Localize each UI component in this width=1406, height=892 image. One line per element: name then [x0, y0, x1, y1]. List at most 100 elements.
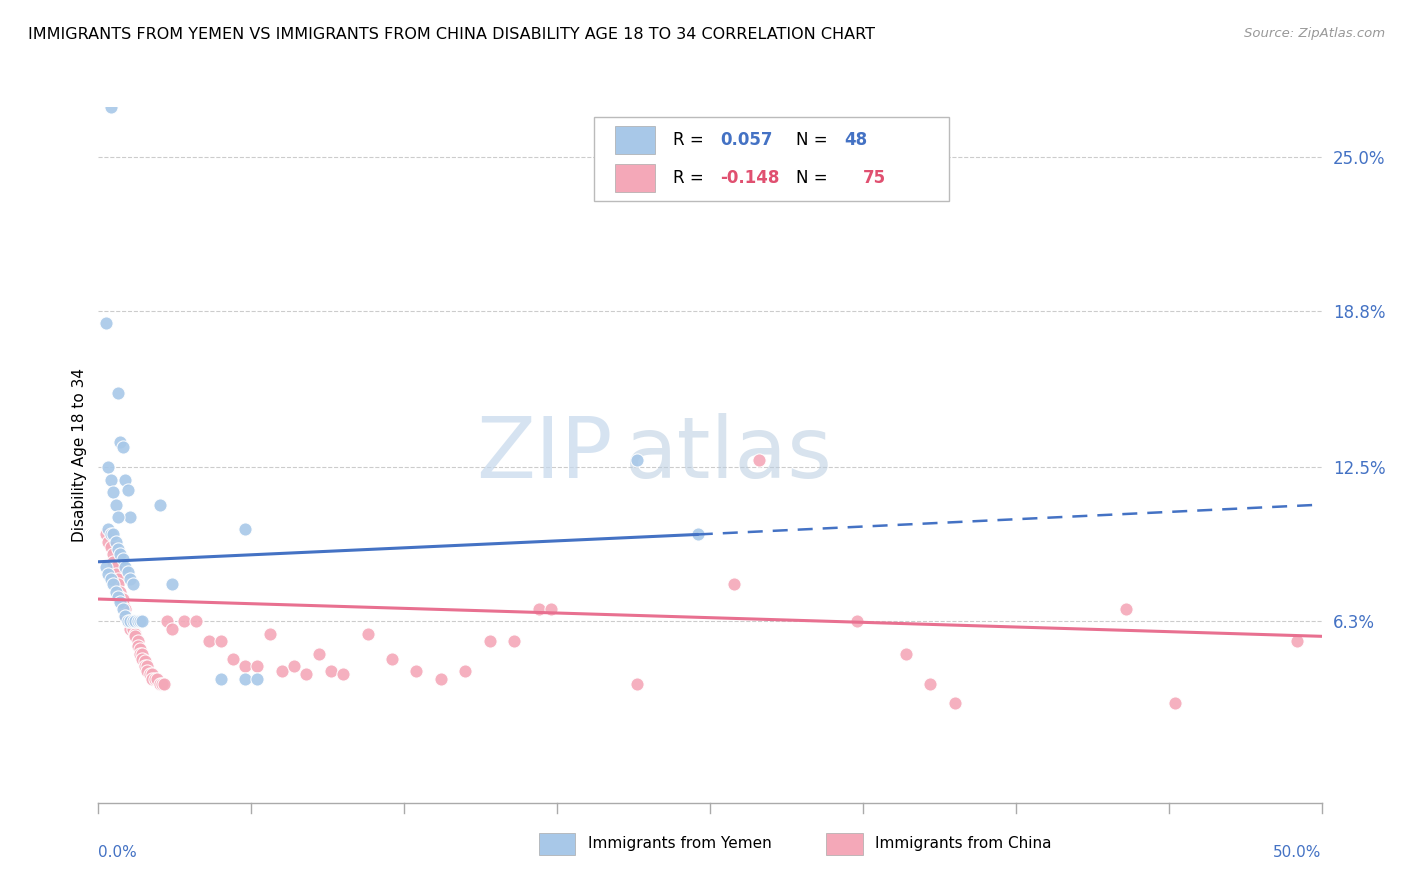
- Point: [100, 527, 122, 541]
- Point: [111, 602, 134, 616]
- Point: [209, 634, 232, 648]
- Point: [120, 510, 142, 524]
- Point: [920, 676, 942, 690]
- Point: [121, 615, 143, 629]
- Point: [107, 510, 129, 524]
- Point: [129, 641, 152, 656]
- Point: [101, 485, 124, 500]
- Point: [104, 534, 127, 549]
- Text: ZIP: ZIP: [475, 413, 612, 497]
- Point: [1164, 697, 1187, 711]
- Point: [131, 651, 153, 665]
- Point: [160, 577, 183, 591]
- Point: [131, 647, 153, 661]
- Point: [117, 615, 139, 629]
- Point: [129, 647, 152, 661]
- Point: [943, 697, 966, 711]
- Text: 0.0%: 0.0%: [98, 845, 138, 860]
- Point: [120, 622, 142, 636]
- Point: [150, 676, 173, 690]
- Text: R =: R =: [673, 131, 710, 149]
- Point: [173, 615, 195, 629]
- Point: [101, 547, 124, 561]
- Point: [186, 615, 208, 629]
- Point: [259, 627, 281, 641]
- Point: [114, 559, 136, 574]
- Point: [381, 651, 404, 665]
- Point: [111, 592, 134, 607]
- Point: [295, 666, 318, 681]
- Point: [111, 597, 134, 611]
- Point: [107, 385, 129, 400]
- Text: 0.057: 0.057: [720, 131, 772, 149]
- Point: [1286, 634, 1309, 648]
- Point: [121, 615, 143, 629]
- Point: [1115, 602, 1137, 616]
- Point: [97, 523, 120, 537]
- Point: [283, 659, 305, 673]
- Point: [478, 634, 501, 648]
- Text: Immigrants from China: Immigrants from China: [875, 837, 1052, 851]
- Point: [527, 602, 550, 616]
- Point: [197, 634, 219, 648]
- Point: [94, 316, 117, 330]
- Point: [100, 540, 122, 554]
- Point: [117, 565, 139, 579]
- Text: Source: ZipAtlas.com: Source: ZipAtlas.com: [1244, 27, 1385, 40]
- Point: [222, 651, 245, 665]
- Point: [124, 615, 146, 629]
- Point: [540, 602, 562, 616]
- Bar: [538, 833, 575, 855]
- Point: [134, 654, 156, 668]
- Point: [114, 609, 136, 624]
- Point: [156, 615, 179, 629]
- Point: [114, 602, 136, 616]
- Point: [153, 676, 176, 690]
- Point: [120, 572, 142, 586]
- Bar: [614, 126, 655, 154]
- Point: [104, 559, 127, 574]
- Point: [149, 498, 172, 512]
- Point: [97, 567, 120, 582]
- Text: N =: N =: [796, 169, 832, 187]
- Point: [110, 590, 132, 604]
- Point: [127, 615, 149, 629]
- Y-axis label: Disability Age 18 to 34: Disability Age 18 to 34: [72, 368, 87, 542]
- Point: [104, 567, 127, 582]
- Text: Immigrants from Yemen: Immigrants from Yemen: [588, 837, 772, 851]
- Point: [503, 634, 526, 648]
- Point: [111, 441, 134, 455]
- Point: [270, 664, 294, 678]
- Point: [117, 615, 139, 629]
- Point: [107, 577, 129, 591]
- Bar: [827, 833, 863, 855]
- Point: [149, 676, 172, 690]
- Point: [101, 555, 124, 569]
- Point: [233, 672, 256, 686]
- Point: [110, 547, 132, 561]
- Point: [246, 659, 269, 673]
- Point: [127, 634, 149, 648]
- Point: [121, 577, 143, 591]
- Point: [723, 577, 745, 591]
- Point: [160, 622, 183, 636]
- Point: [308, 647, 330, 661]
- Point: [332, 666, 354, 681]
- Text: IMMIGRANTS FROM YEMEN VS IMMIGRANTS FROM CHINA DISABILITY AGE 18 TO 34 CORRELATI: IMMIGRANTS FROM YEMEN VS IMMIGRANTS FROM…: [28, 27, 875, 42]
- Point: [107, 572, 129, 586]
- Point: [626, 453, 648, 467]
- Point: [246, 672, 269, 686]
- Point: [141, 666, 163, 681]
- Point: [100, 473, 122, 487]
- Point: [100, 100, 122, 114]
- Point: [141, 672, 163, 686]
- Point: [110, 594, 132, 608]
- Point: [748, 453, 770, 467]
- Point: [209, 672, 232, 686]
- Point: [104, 498, 127, 512]
- Text: atlas: atlas: [624, 413, 832, 497]
- Text: R =: R =: [673, 169, 710, 187]
- Point: [136, 664, 159, 678]
- Text: -0.148: -0.148: [720, 169, 779, 187]
- Point: [233, 659, 256, 673]
